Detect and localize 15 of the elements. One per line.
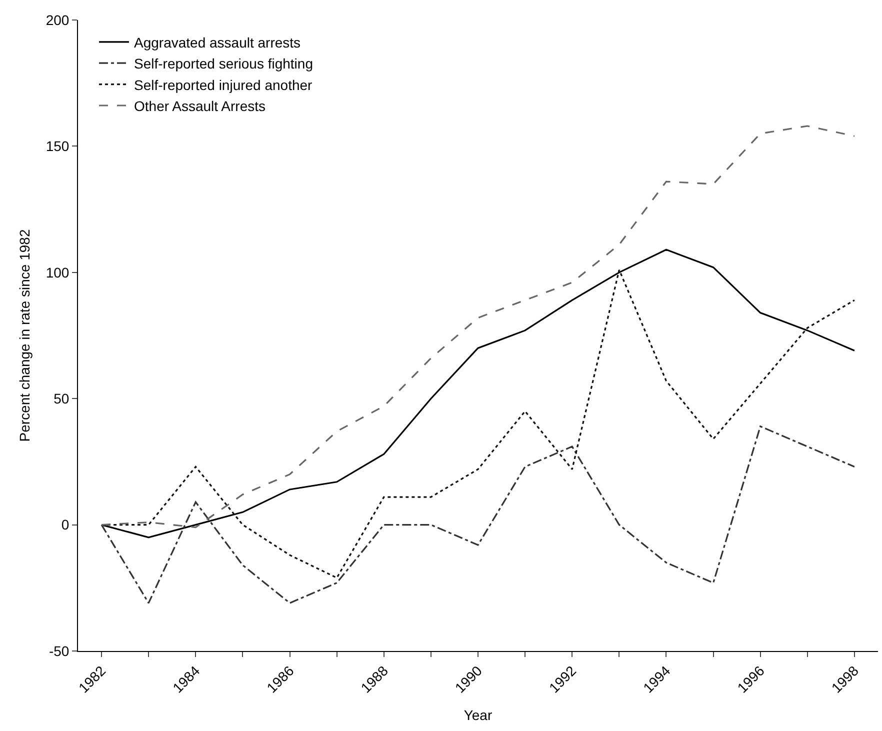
legend-label: Self-reported injured another bbox=[134, 76, 313, 93]
y-tick-label: 150 bbox=[46, 138, 70, 154]
y-tick-label: -50 bbox=[48, 642, 70, 659]
legend-label: Aggravated assault arrests bbox=[134, 34, 301, 50]
y-axis-title: Percent change in rate since 1982 bbox=[16, 229, 32, 442]
line-series bbox=[100, 426, 856, 604]
legend-label: Self-reported serious fighting bbox=[134, 56, 313, 72]
x-axis-title: Year bbox=[464, 707, 492, 724]
y-tick-label: 200 bbox=[46, 12, 70, 28]
y-tick-label: 100 bbox=[46, 264, 70, 280]
y-tick-label: 0 bbox=[61, 516, 70, 533]
y-tick-label: 50 bbox=[54, 390, 70, 406]
legend-label: Other Assault Arrests bbox=[134, 98, 266, 114]
line-series bbox=[100, 248, 856, 538]
line-series bbox=[100, 125, 856, 528]
